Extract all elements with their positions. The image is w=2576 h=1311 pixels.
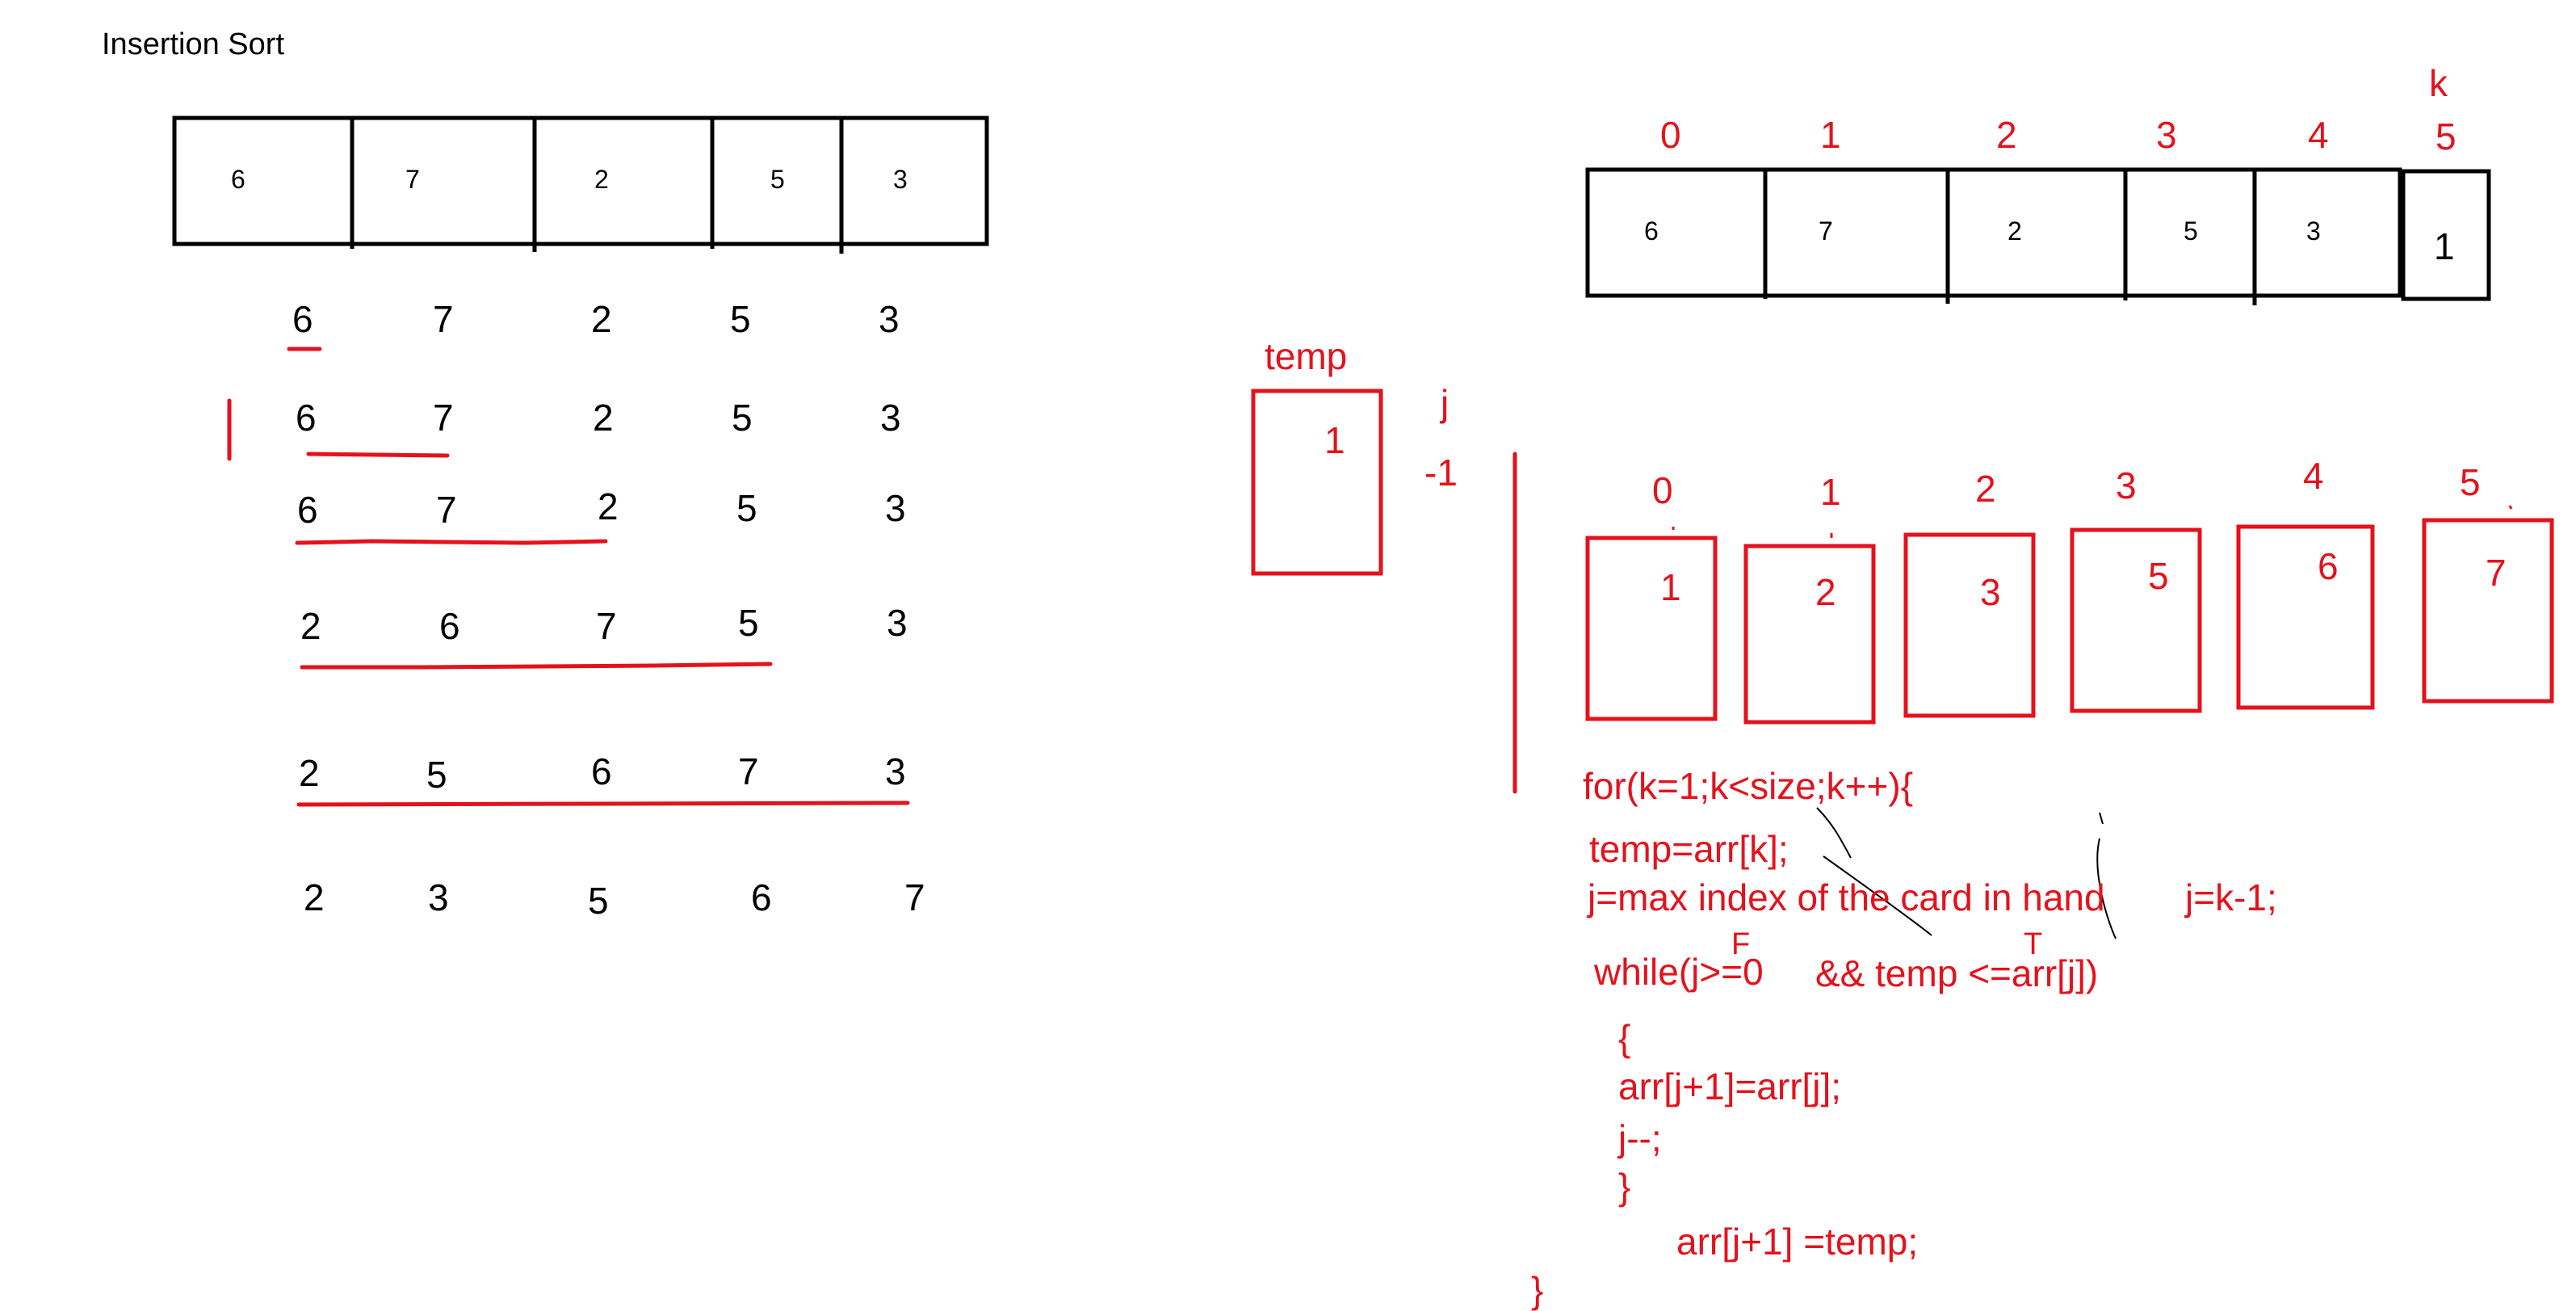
right-array-cell-4: 3 <box>2306 216 2321 246</box>
condition-false-mark: F <box>1731 927 1751 961</box>
right-array-cell-0: 6 <box>1644 216 1659 246</box>
pass-value: 3 <box>879 298 900 340</box>
result-value-2: 3 <box>1980 571 2001 613</box>
pass-value: 2 <box>598 485 619 527</box>
pass-value: 7 <box>436 489 457 531</box>
result-box-1 <box>1743 544 1876 725</box>
underline-pass-4 <box>300 662 773 670</box>
k-label: k <box>2429 62 2448 104</box>
result-box-3 <box>2070 527 2202 713</box>
top-index-5: 5 <box>2435 116 2456 158</box>
pass-value: 5 <box>732 397 753 439</box>
pass-value: 3 <box>887 602 908 644</box>
pass-value: 5 <box>736 487 757 529</box>
result-index-1: 1 <box>1820 471 1841 513</box>
code-line-end-brace: } <box>1531 1269 1544 1311</box>
result-value-5: 7 <box>2486 552 2507 594</box>
result-index-3: 3 <box>2116 464 2137 506</box>
code-line-for: for(k=1;k<size;k++){ <box>1583 765 1914 807</box>
pass-value: 2 <box>299 752 320 794</box>
top-index-2: 2 <box>1996 114 2017 156</box>
pass-value: 6 <box>751 876 772 918</box>
result-index-2: 2 <box>1975 468 1996 510</box>
right-array-cell-2: 2 <box>2008 216 2022 246</box>
temp-box <box>1251 389 1383 576</box>
result-boxes <box>1585 518 2554 725</box>
pencil-scribbles <box>1816 807 2117 939</box>
code-line-while-cond: && temp <=arr[j]) <box>1815 952 2099 994</box>
left-pass-underlines <box>227 347 910 807</box>
code-line-close-brace: } <box>1618 1166 1631 1208</box>
pass-value: 7 <box>433 298 454 340</box>
right-array-cell-3: 5 <box>2184 216 2198 246</box>
pass-value: 5 <box>738 602 759 644</box>
result-value-0: 1 <box>1660 566 1681 608</box>
result-index-0: 0 <box>1652 469 1673 511</box>
code-line-while: while(j>=0 <box>1594 951 1764 993</box>
pass-value: 2 <box>591 298 612 340</box>
temp-label: temp <box>1265 335 1348 377</box>
pass-value: 7 <box>433 397 454 439</box>
left-array-cell-2: 2 <box>594 165 609 194</box>
code-line-decrement: j--; <box>1618 1117 1662 1159</box>
right-array-box <box>1585 167 2491 305</box>
pass-value: 6 <box>296 397 317 439</box>
result-value-4: 6 <box>2318 545 2339 587</box>
left-array-cell-3: 5 <box>770 165 785 194</box>
page-title: Insertion Sort <box>102 27 284 61</box>
pass-value: 3 <box>428 876 449 918</box>
pass-value: 7 <box>596 605 617 647</box>
pass-value: 5 <box>730 298 751 340</box>
left-array-cell-1: 7 <box>405 165 420 194</box>
code-line-open-brace: { <box>1618 1017 1631 1059</box>
pass-value: 3 <box>880 397 901 439</box>
top-index-4: 4 <box>2308 114 2329 156</box>
pass-value: 2 <box>304 876 325 918</box>
top-index-3: 3 <box>2156 114 2177 156</box>
underline-pass-2 <box>306 452 450 458</box>
pass-value: 3 <box>885 750 906 792</box>
j-value: -1 <box>1424 452 1458 494</box>
left-array-cell-4: 3 <box>893 165 908 194</box>
pass-value: 6 <box>591 750 612 792</box>
small-ticks <box>1672 505 2513 538</box>
result-index-4: 4 <box>2303 455 2324 497</box>
pass-value: 2 <box>593 397 614 439</box>
code-line-j-comment: j=max index of the card in hand <box>1588 876 2105 918</box>
code-line-insert: arr[j+1] =temp; <box>1676 1221 1919 1263</box>
pass-value: 2 <box>300 605 321 647</box>
left-array-box <box>172 116 989 254</box>
pass-value: 5 <box>426 754 447 796</box>
pass-value: 6 <box>292 298 313 340</box>
pass-value: 6 <box>439 605 460 647</box>
result-index-5: 5 <box>2460 461 2481 503</box>
result-box-0 <box>1585 536 1718 721</box>
result-box-2 <box>1903 532 2036 718</box>
pass-value: 6 <box>297 489 318 531</box>
j-label: j <box>1441 382 1450 424</box>
top-index-1: 1 <box>1820 114 1841 156</box>
result-box-4 <box>2236 524 2375 710</box>
result-value-3: 5 <box>2148 555 2169 597</box>
right-array-cell-5: 1 <box>2434 225 2455 267</box>
top-index-0: 0 <box>1660 114 1681 156</box>
underline-pass-5 <box>296 800 910 807</box>
result-box-5 <box>2422 518 2554 704</box>
code-line-temp: temp=arr[k]; <box>1589 828 1789 870</box>
pass-value: 5 <box>588 880 609 922</box>
pass-value: 3 <box>885 487 906 529</box>
code-line-j-assign: j=k-1; <box>2185 876 2277 918</box>
temp-value: 1 <box>1324 419 1345 461</box>
pass-value: 7 <box>904 876 925 918</box>
result-value-1: 2 <box>1815 571 1836 613</box>
right-array-cell-1: 7 <box>1819 216 1833 246</box>
code-line-shift: arr[j+1]=arr[j]; <box>1618 1065 1842 1107</box>
underline-pass-3 <box>295 539 608 545</box>
left-array-cell-0: 6 <box>231 165 245 194</box>
pass-value: 7 <box>738 750 759 792</box>
condition-true-mark: T <box>2024 927 2043 961</box>
